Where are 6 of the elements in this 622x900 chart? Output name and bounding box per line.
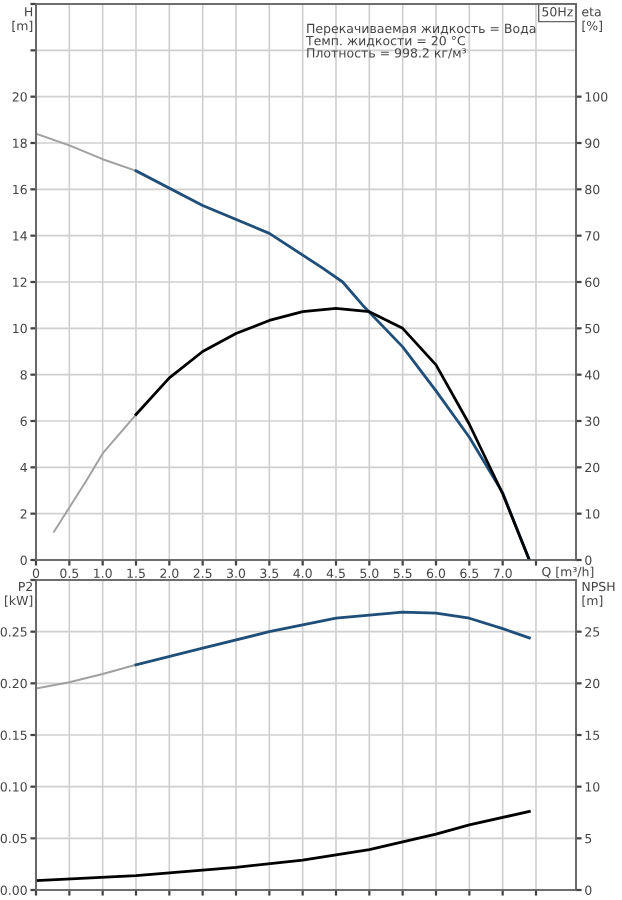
line-series xyxy=(36,663,137,690)
line-series xyxy=(134,610,531,667)
line-series xyxy=(53,413,137,533)
line-series xyxy=(36,810,531,883)
line-series xyxy=(36,132,137,172)
line-series xyxy=(134,307,531,560)
